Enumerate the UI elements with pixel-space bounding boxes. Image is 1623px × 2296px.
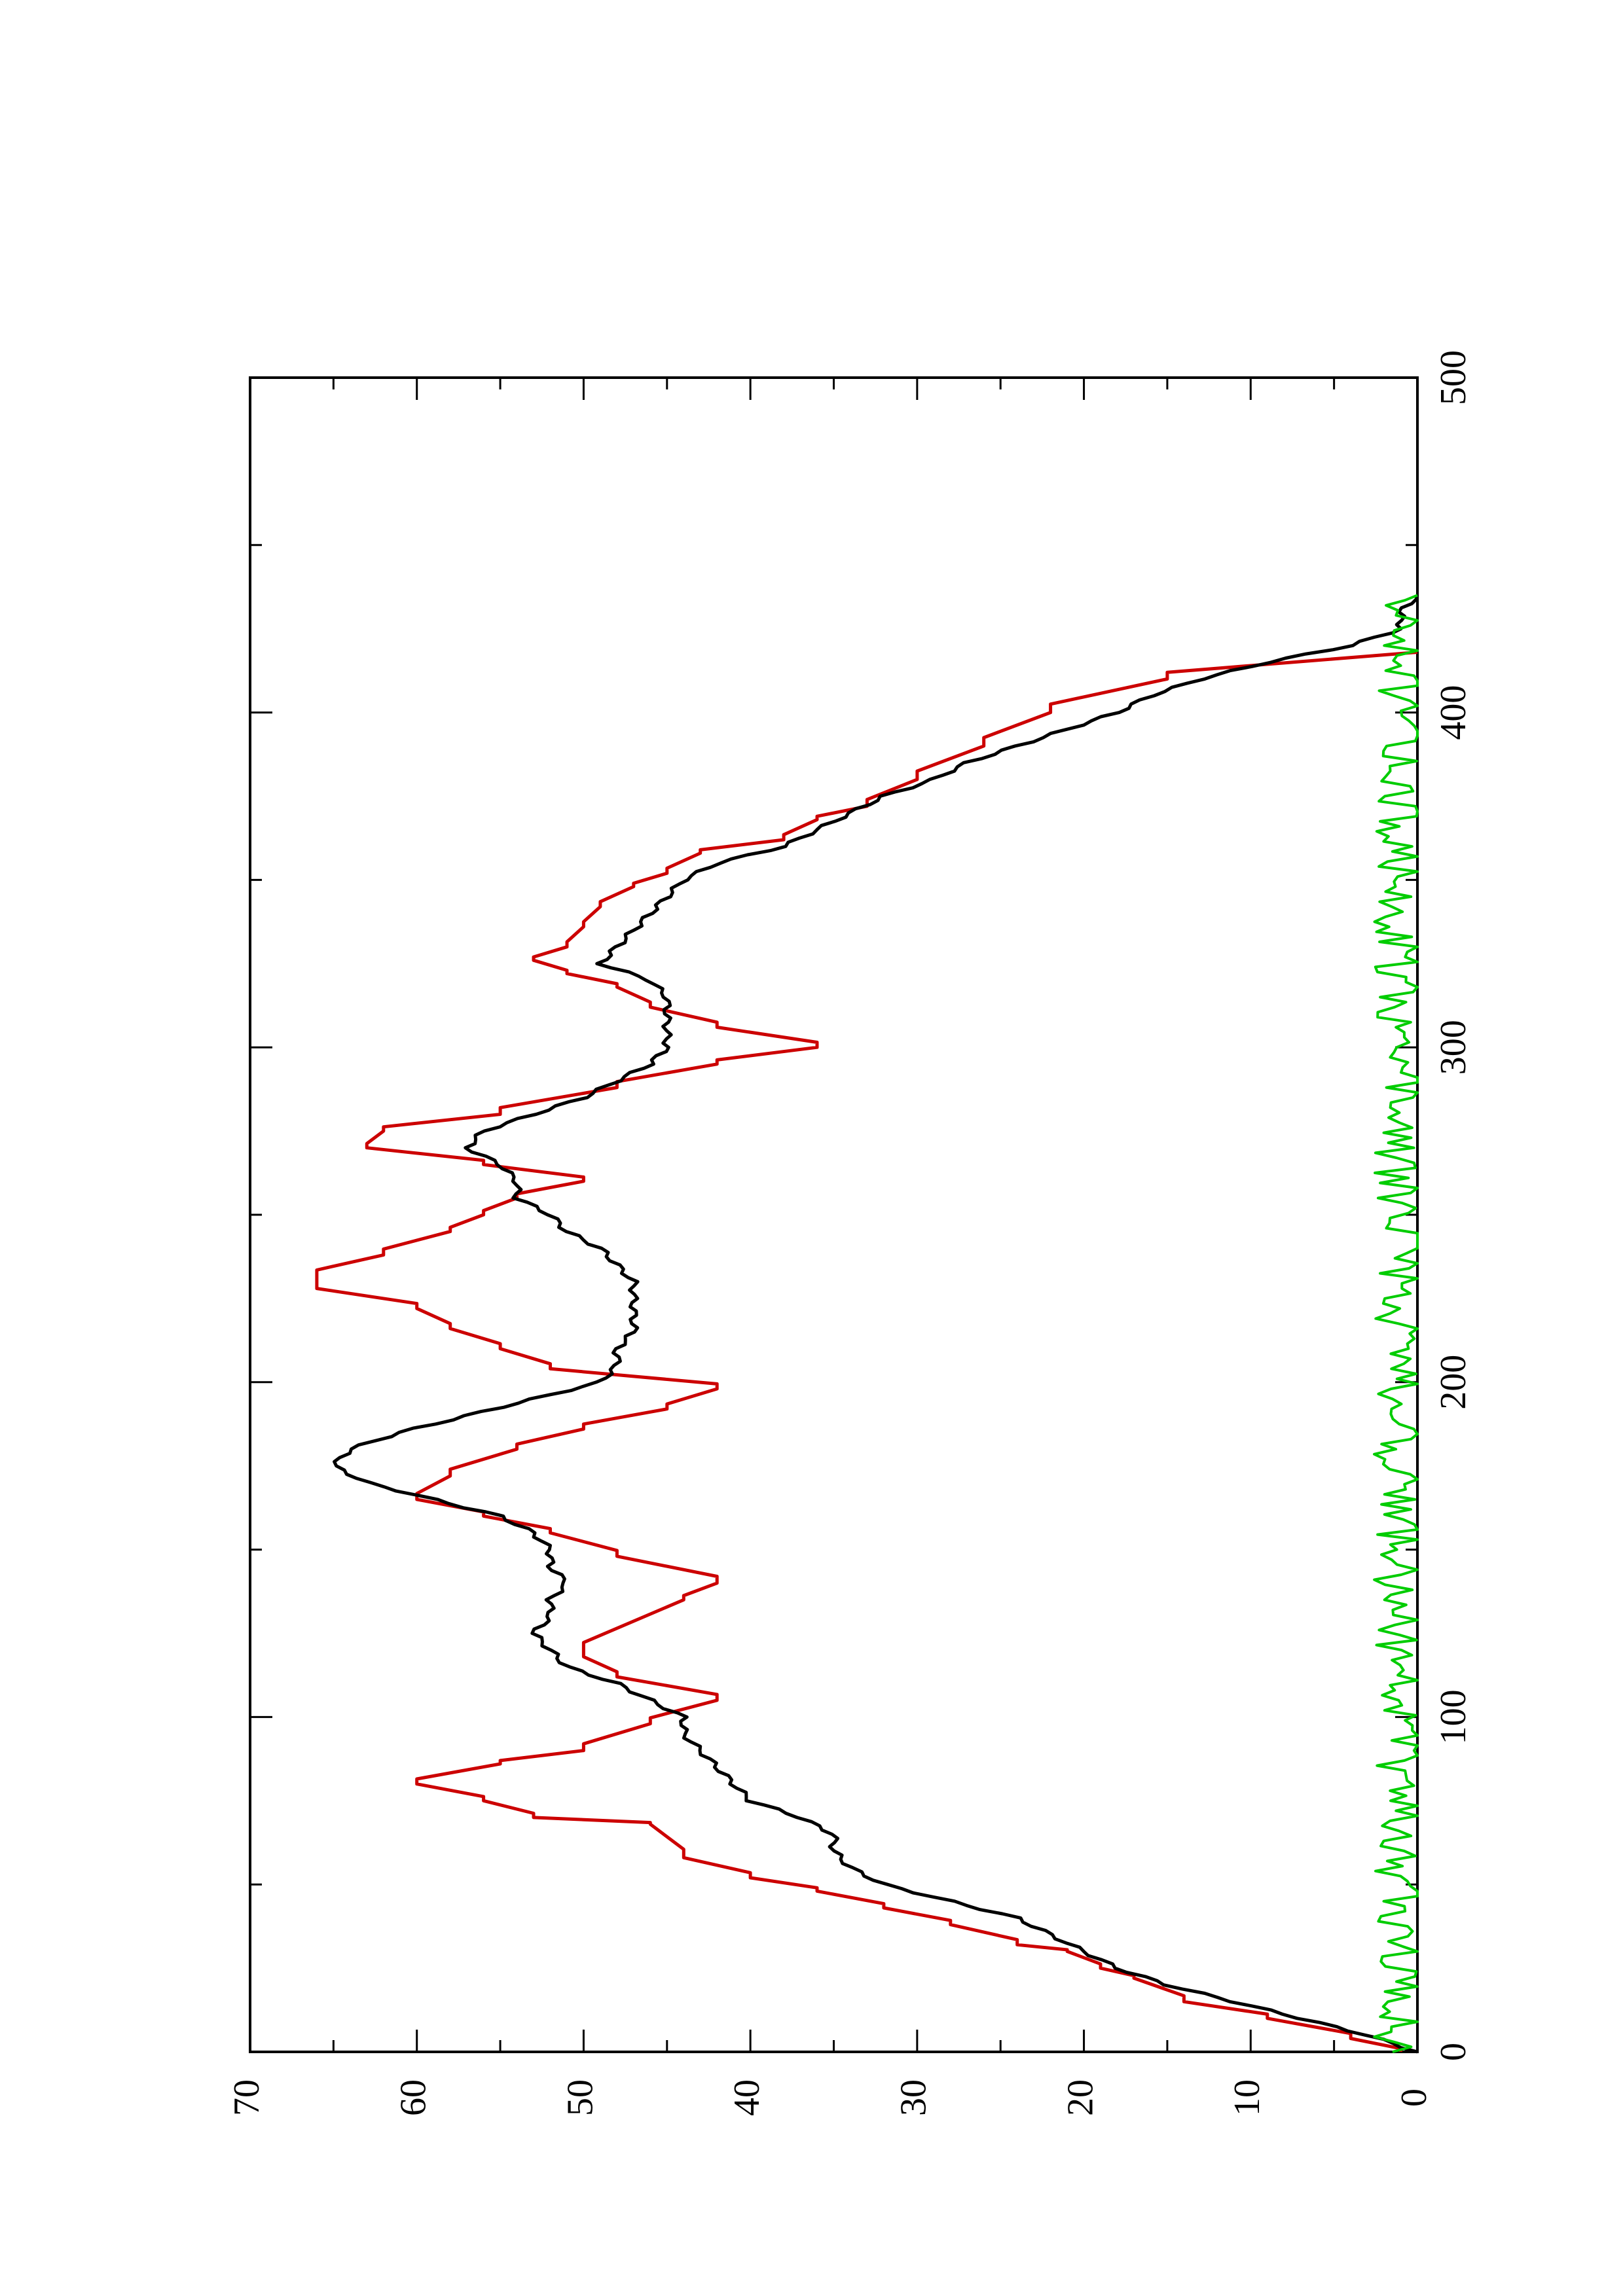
- y-tick-label: 10: [1227, 2079, 1267, 2116]
- plot-border: [249, 376, 1419, 2053]
- x-tick-label: 300: [1433, 1020, 1474, 1075]
- y-tick-label: 50: [560, 2079, 600, 2116]
- tick-labels: 0 100 200 300 400 500 0 10 20 30 40 50 60 70: [227, 350, 1474, 2116]
- x-tick-label: 400: [1433, 685, 1474, 740]
- y-tick-label: 0: [1394, 2089, 1434, 2107]
- x-tick-label: 500: [1433, 350, 1474, 405]
- axis-ticks: [249, 376, 1419, 2053]
- y-tick-label: 40: [727, 2079, 767, 2116]
- x-tick-label: 200: [1433, 1355, 1474, 1410]
- series-line-1: [315, 651, 1418, 2052]
- y-tick-label: 70: [227, 2079, 267, 2116]
- y-tick-label: 60: [393, 2079, 434, 2116]
- series-line-3: [1373, 594, 1419, 2053]
- data-series: [315, 594, 1419, 2054]
- y-tick-label: 30: [894, 2079, 934, 2116]
- y-tick-label: 20: [1060, 2079, 1101, 2116]
- plot-frame: [249, 376, 1419, 2053]
- x-tick-label: 0: [1433, 2043, 1474, 2061]
- series-line-2: [333, 594, 1419, 2054]
- x-tick-label: 100: [1433, 1689, 1474, 1744]
